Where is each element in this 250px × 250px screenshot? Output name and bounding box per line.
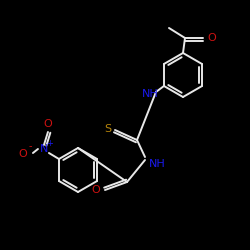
Text: O: O	[92, 185, 100, 195]
Text: S: S	[104, 124, 112, 134]
Text: NH: NH	[142, 89, 158, 99]
Text: O: O	[44, 119, 52, 129]
Text: -: -	[28, 141, 32, 151]
Text: O: O	[208, 33, 216, 43]
Text: +: +	[46, 140, 54, 148]
Text: O: O	[18, 149, 27, 159]
Text: N: N	[40, 144, 48, 154]
Text: NH: NH	[148, 159, 166, 169]
